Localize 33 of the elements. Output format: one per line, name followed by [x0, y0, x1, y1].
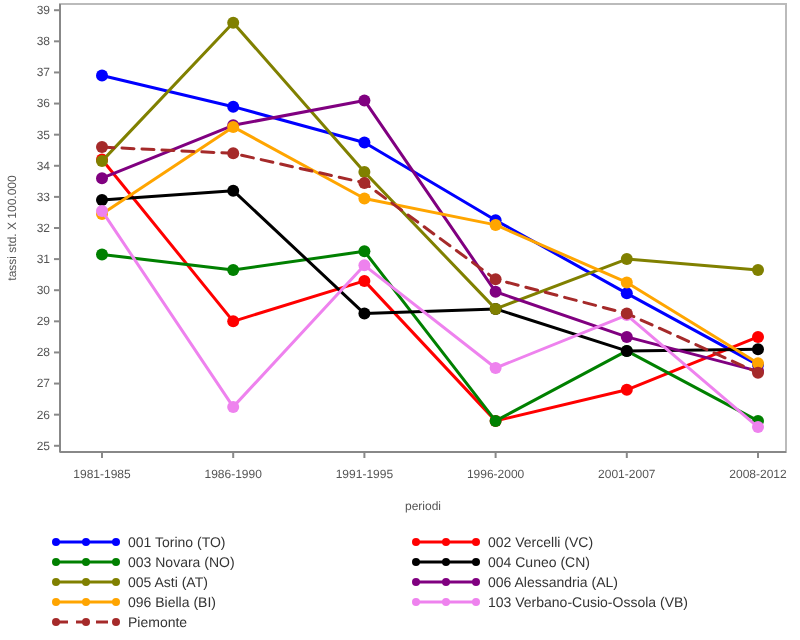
point: [96, 141, 108, 154]
point: [227, 100, 240, 113]
point: [489, 273, 502, 286]
point: [620, 383, 633, 396]
point: [620, 287, 633, 300]
point: [358, 94, 371, 107]
point: [358, 136, 371, 149]
point: [358, 176, 371, 189]
point: [358, 245, 371, 258]
point: [227, 147, 240, 160]
point: [227, 184, 240, 197]
point: [620, 253, 633, 266]
point: [358, 307, 371, 320]
point: [227, 264, 240, 276]
point: [620, 330, 633, 343]
point: [752, 264, 764, 276]
point: [96, 172, 108, 185]
point: [96, 69, 108, 82]
point: [358, 166, 371, 178]
point: [620, 276, 633, 289]
point: [752, 330, 764, 343]
point: [489, 362, 502, 374]
point: [358, 192, 371, 205]
point: [227, 400, 240, 413]
point: [358, 259, 371, 272]
point: [358, 274, 371, 287]
point: [96, 248, 108, 261]
point: [752, 421, 764, 434]
point: [752, 343, 764, 356]
point: [489, 285, 502, 298]
point: [96, 194, 108, 206]
point: [227, 315, 240, 328]
point: [227, 16, 240, 29]
